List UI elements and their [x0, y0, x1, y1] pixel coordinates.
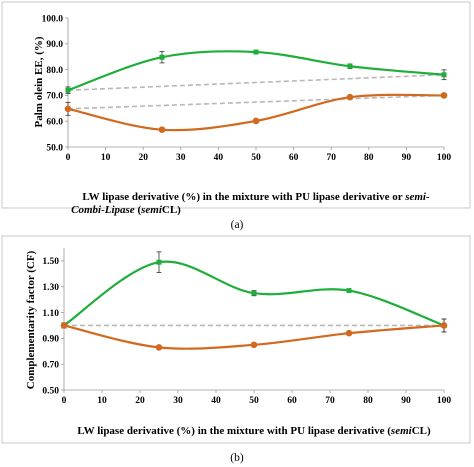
x-tick-label: 10 [97, 396, 107, 406]
y-tick-label: 1.30 [42, 283, 59, 293]
x-axis-label: LW lipase derivative (%) in the mixture … [77, 425, 431, 437]
x-tick-label: 40 [211, 396, 221, 406]
data-point-square [347, 63, 353, 69]
panel-a-caption: (a) [231, 219, 244, 231]
reference-dashed-line [67, 73, 445, 92]
x-tick-label: 10 [101, 153, 111, 163]
y-tick-label: 90.0 [46, 40, 63, 50]
y-tick-label: 100.0 [42, 14, 64, 24]
x-tick-label: 70 [325, 396, 335, 406]
data-point-circle [250, 341, 258, 349]
y-axis-label: Palm olein EE, (%) [33, 36, 45, 127]
reference-dashed-line [67, 94, 445, 110]
data-point-circle [60, 322, 68, 329]
data-point-circle [345, 329, 353, 337]
data-point-circle [158, 126, 166, 134]
x-tick-label: 30 [173, 396, 183, 406]
y-tick-label: 60.0 [46, 118, 63, 128]
data-point-circle [155, 344, 163, 351]
x-tick-label: 30 [176, 153, 186, 163]
y-tick-label: 70.0 [46, 92, 63, 102]
x-tick-label: 100 [437, 396, 452, 406]
x-tick-label: 50 [251, 153, 261, 163]
data-point-square [251, 290, 257, 296]
chart-panel-b: 0.50 0.70 0.90 1.10 1.30 1.50 0 10 20 30 40 50 60 70 8… [1, 235, 471, 444]
x-axis-label: LW lipase derivative (%) in the mixture … [82, 191, 430, 203]
x-tick-label: 80 [364, 153, 374, 163]
data-point-square [159, 54, 165, 60]
data-point-square [441, 72, 447, 78]
x-tick-label: 40 [214, 153, 224, 163]
chart-frame [1, 235, 471, 444]
data-point-circle [440, 92, 448, 99]
x-tick-label: 70 [326, 153, 336, 163]
x-tick-label: 20 [138, 153, 148, 163]
x-tick-label: 80 [363, 396, 373, 406]
chart-panel-a: 50.0 60.0 70.0 80.0 90.0 100.0 0 10 20 30 40 50 60 70… [1, 1, 471, 216]
data-point-circle [252, 117, 260, 125]
y-tick-label: 1.50 [42, 257, 59, 267]
data-point-circle [346, 93, 354, 101]
chart-frame [1, 1, 471, 209]
x-tick-label: 60 [287, 396, 297, 406]
data-point-square [156, 259, 162, 265]
panel-b-caption: (b) [230, 452, 244, 464]
x-tick-label: 20 [135, 396, 145, 406]
x-tick-label: 50 [249, 396, 259, 406]
y-tick-label: 0.90 [42, 335, 59, 345]
y-tick-label: 0.70 [42, 360, 59, 370]
x-axis-label-line2: Combi-Lipase (semiCL) [71, 204, 181, 216]
y-axis-label: Complementarity factor (CF) [25, 250, 37, 389]
x-tick-label: 0 [66, 153, 71, 163]
x-tick-label: 0 [62, 396, 67, 406]
data-point-square [65, 87, 71, 93]
data-point-circle [440, 322, 448, 329]
y-tick-label: 80.0 [46, 66, 63, 76]
x-tick-label: 60 [289, 153, 299, 163]
y-tick-label: 1.10 [42, 309, 59, 319]
data-point-square [253, 49, 259, 55]
x-tick-label: 100 [437, 153, 452, 163]
x-tick-label: 90 [402, 153, 412, 163]
y-tick-label: 0.50 [42, 386, 59, 396]
data-point-circle [64, 105, 72, 113]
y-tick-label: 50.0 [46, 143, 63, 153]
x-tick-label: 90 [401, 396, 411, 406]
data-point-square [346, 288, 352, 294]
